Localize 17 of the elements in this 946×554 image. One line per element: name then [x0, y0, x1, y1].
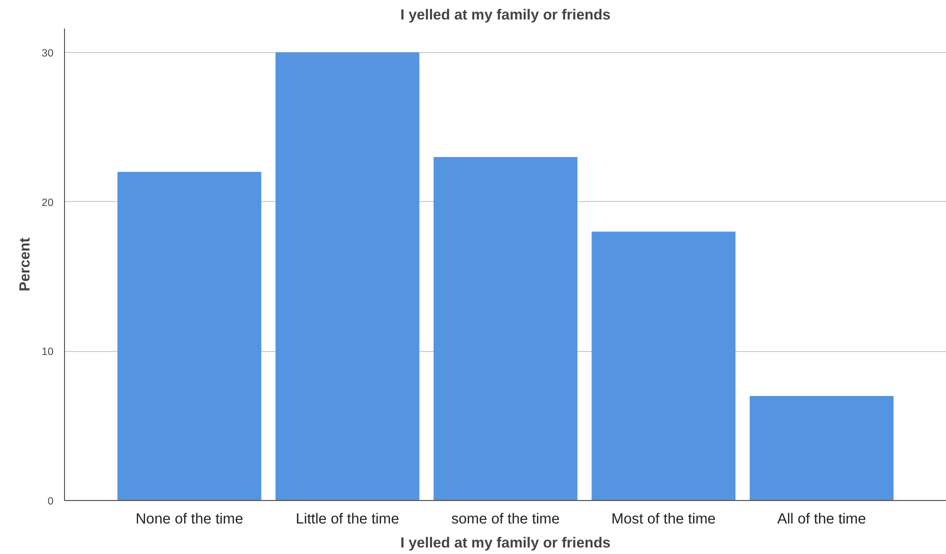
x-tick-label: None of the time [136, 512, 244, 528]
bar [276, 52, 420, 500]
x-tick-label: Little of the time [296, 512, 400, 528]
chart-title: I yelled at my family or friends [400, 8, 611, 24]
y-axis-title: Percent [18, 238, 34, 292]
x-tick-label: Most of the time [611, 512, 716, 528]
bar [117, 172, 262, 500]
x-tick-label: some of the time [451, 512, 560, 528]
x-axis-title: I yelled at my family or friends [400, 536, 611, 552]
y-tick-label: 20 [42, 196, 54, 209]
y-tick-label: 0 [48, 496, 54, 508]
bar [434, 156, 578, 500]
x-tick-label: All of the time [777, 512, 866, 528]
bar [592, 232, 736, 500]
bar [750, 396, 894, 500]
y-tick-label: 30 [42, 47, 54, 60]
y-tick-label: 10 [42, 346, 54, 358]
